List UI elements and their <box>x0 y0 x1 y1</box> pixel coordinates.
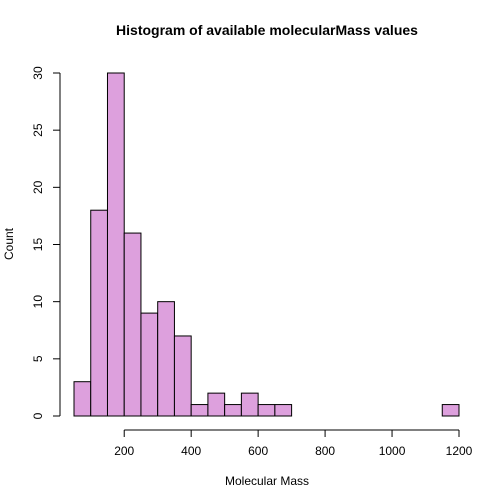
y-tick-label-5: 5 <box>31 355 45 362</box>
x-tick-label-1000: 1000 <box>379 444 406 458</box>
y-axis: 0 5 10 15 20 25 30 <box>31 66 60 419</box>
x-tick-label-800: 800 <box>315 444 335 458</box>
bar-1150-1200 <box>442 405 459 416</box>
y-tick-label-20: 20 <box>31 180 45 194</box>
bar-550-600 <box>241 393 258 416</box>
y-axis-label: Count <box>2 227 16 260</box>
x-tick-label-200: 200 <box>114 444 134 458</box>
x-axis-label: Molecular Mass <box>225 474 309 488</box>
bar-600-650 <box>258 405 275 416</box>
bar-100-150 <box>91 210 108 416</box>
bars-group <box>74 73 459 416</box>
x-tick-label-400: 400 <box>181 444 201 458</box>
bar-400-450 <box>191 405 208 416</box>
bar-500-550 <box>225 405 242 416</box>
bar-250-300 <box>141 313 158 416</box>
x-tick-label-1200: 1200 <box>446 444 473 458</box>
bar-50-100 <box>74 382 91 416</box>
bar-450-500 <box>208 393 225 416</box>
y-tick-label-25: 25 <box>31 123 45 137</box>
bar-200-250 <box>124 233 141 416</box>
y-tick-label-0: 0 <box>31 412 45 419</box>
bar-300-350 <box>158 302 175 416</box>
y-tick-label-15: 15 <box>31 238 45 252</box>
y-tick-label-10: 10 <box>31 295 45 309</box>
bar-650-700 <box>275 405 292 416</box>
x-axis: 200 400 600 800 1000 1200 <box>114 430 472 458</box>
bar-350-400 <box>174 336 191 416</box>
chart-title: Histogram of available molecularMass val… <box>116 22 418 38</box>
y-tick-label-30: 30 <box>31 66 45 80</box>
bar-150-200 <box>107 73 124 416</box>
x-tick-label-600: 600 <box>248 444 268 458</box>
